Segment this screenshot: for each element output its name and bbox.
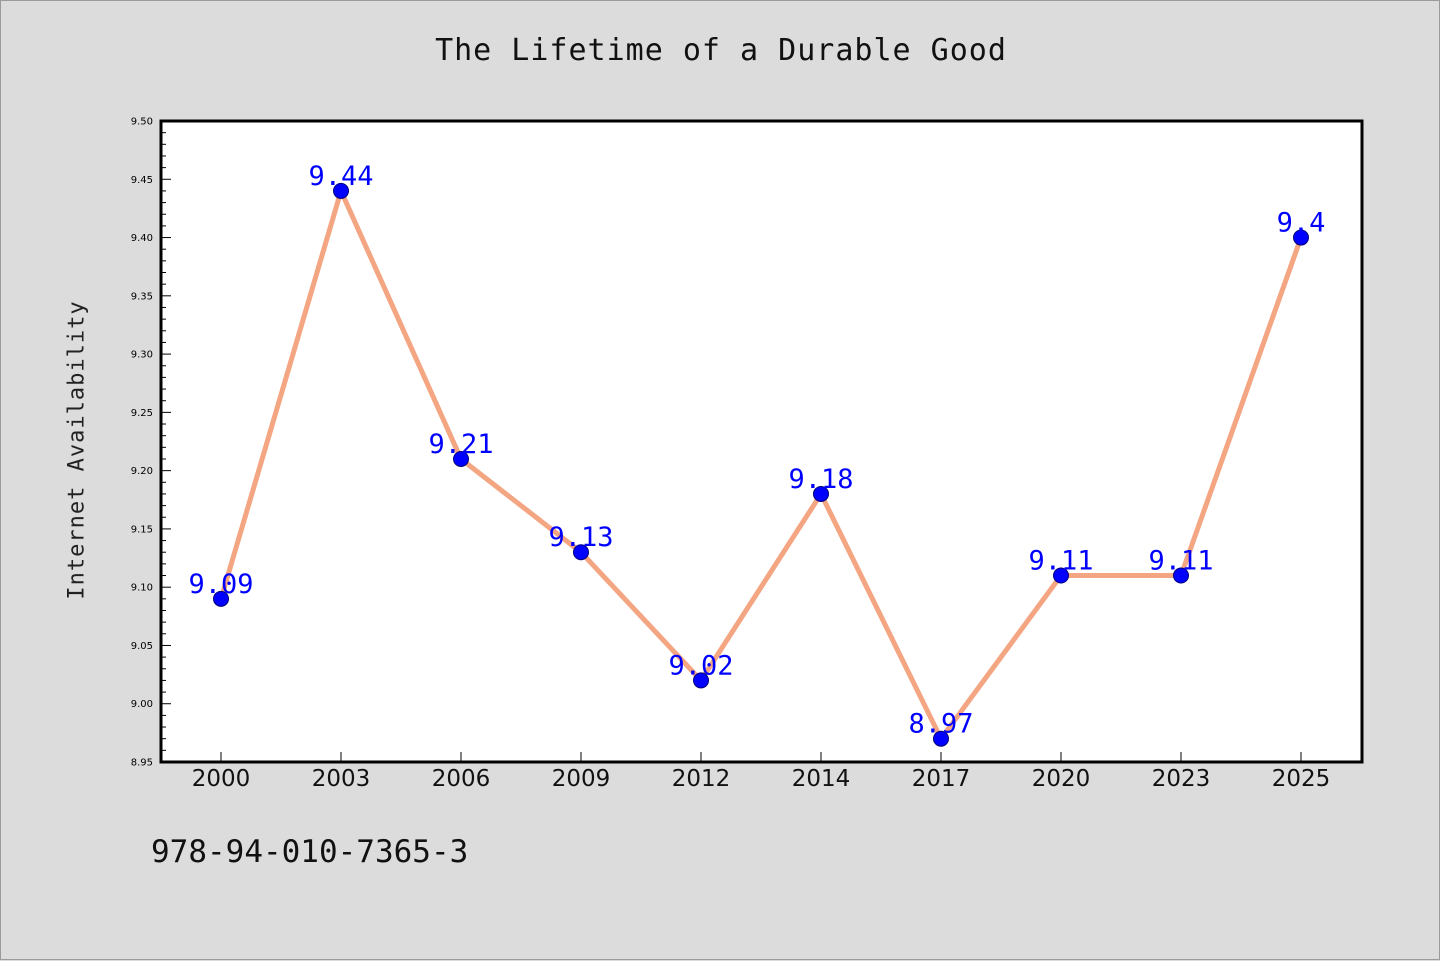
data-point: [333, 182, 349, 199]
data-label: 9.4: [1277, 208, 1326, 239]
data-label: 9.11: [1028, 546, 1093, 577]
y-tick-label: 9.50: [131, 117, 153, 128]
x-tick-label: 2003: [312, 766, 371, 792]
chart-title: The Lifetime of a Durable Good: [435, 33, 1007, 68]
data-label: 9.11: [1148, 546, 1213, 577]
y-tick-label: 9.35: [131, 291, 153, 302]
x-tick-label: 2025: [1272, 766, 1331, 792]
x-tick-label: 2009: [552, 766, 611, 792]
plot-area: [159, 119, 1364, 764]
y-tick-label: 9.15: [131, 524, 153, 535]
y-tick-label: 9.45: [131, 175, 153, 186]
data-point: [1293, 229, 1309, 246]
data-point: [1173, 567, 1189, 584]
y-tick-label: 9.05: [131, 641, 153, 652]
series-layer: 9.09 9.44 9.21 9.13 9.02 9.18 8.97 9.11 9.11 9.4: [188, 161, 1326, 747]
series-line: [218, 188, 1304, 742]
data-label: 9.09: [188, 569, 253, 600]
data-point: [213, 590, 229, 607]
x-tick-label: 2006: [432, 766, 491, 792]
x-tick-label: 2020: [1032, 766, 1091, 792]
data-label: 9.21: [428, 429, 493, 460]
isbn-label: 978-94-010-7365-3: [151, 834, 469, 870]
x-tick-label: 2017: [912, 766, 971, 792]
y-tick-label: 9.10: [131, 583, 153, 594]
data-label: 9.02: [668, 650, 733, 681]
data-point: [813, 485, 829, 502]
x-axis: 2000 2003 2006 2009 2012 2014 2017 2020 2023 2025: [192, 752, 1331, 792]
data-point: [933, 730, 949, 747]
data-label: 9.44: [308, 161, 373, 192]
data-label: 9.13: [548, 522, 613, 553]
x-tick-label: 2023: [1152, 766, 1211, 792]
x-tick-label: 2000: [192, 766, 251, 792]
data-point: [1053, 567, 1069, 584]
y-axis: 8.95 9.00 9.05 9.10 9.15 9.20 9.25 9.30 9.35 9.40…: [131, 117, 171, 769]
y-tick-label: 9.25: [131, 408, 153, 419]
data-label: 8.97: [908, 709, 973, 740]
y-tick-label: 9.20: [131, 466, 153, 477]
y-tick-label: 9.00: [131, 699, 153, 710]
y-tick-label: 8.95: [131, 758, 153, 769]
x-tick-label: 2012: [672, 766, 731, 792]
y-tick-label: 9.40: [131, 233, 153, 244]
data-point: [693, 672, 709, 689]
y-tick-label: 9.30: [131, 350, 153, 361]
data-point: [453, 450, 469, 467]
data-label: 9.18: [788, 464, 853, 495]
x-tick-label: 2014: [792, 766, 851, 792]
data-point: [573, 544, 589, 561]
